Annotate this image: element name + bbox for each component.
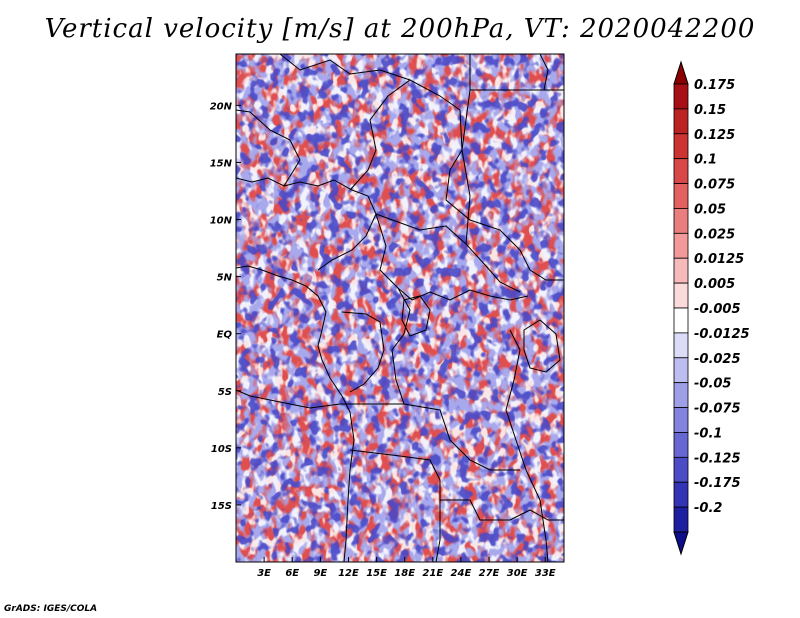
colorbar-swatch xyxy=(673,133,689,160)
colorbar-swatch xyxy=(673,232,689,259)
colorbar-label: -0.05 xyxy=(694,377,731,392)
colorbar: 0.175 0.15 0.125 0.1 0.075 0.05 0.025 0.0125 0.0… xyxy=(673,60,750,556)
colorbar-label: -0.075 xyxy=(694,402,741,417)
colorbar-swatch xyxy=(673,307,689,334)
colorbar-label: 0.15 xyxy=(694,103,726,118)
colorbar-swatch xyxy=(673,382,689,408)
colorbar-top-triangle xyxy=(673,60,689,85)
colorbar-label: 0.075 xyxy=(694,178,735,193)
colorbar-label: -0.125 xyxy=(694,451,741,466)
colorbar-label: -0.0125 xyxy=(694,327,750,342)
colorbar-label: 0.005 xyxy=(694,277,735,292)
colorbar-label: 0.025 xyxy=(694,227,735,242)
colorbar-label: -0.2 xyxy=(694,501,722,516)
colorbar-swatch xyxy=(673,83,689,110)
lat-tick-label: 15N xyxy=(210,158,233,169)
lon-tick-label: 6E xyxy=(285,568,299,579)
colorbar-label: 0.175 xyxy=(694,78,735,93)
colorbar-swatch xyxy=(673,282,689,309)
colorbar-label: -0.005 xyxy=(694,302,741,317)
lon-tick-label: 12E xyxy=(338,568,359,579)
lon-tick-label: 33E xyxy=(535,568,556,579)
country-borders xyxy=(236,54,564,562)
lon-tick-label: 15E xyxy=(366,568,387,579)
map-frame xyxy=(235,53,565,563)
colorbar-swatch xyxy=(673,332,689,359)
colorbar-swatch xyxy=(673,108,689,135)
lat-tick-label: EQ xyxy=(217,330,233,341)
colorbar-swatch xyxy=(673,158,689,184)
colorbar-label: -0.025 xyxy=(694,352,741,367)
lon-tick-label: 21E xyxy=(422,568,443,579)
colorbar-label: 0.125 xyxy=(694,128,735,143)
colorbar-swatch xyxy=(673,183,689,209)
colorbar-swatch xyxy=(673,407,689,433)
lat-tick-label: 5N xyxy=(217,273,233,284)
colorbar-swatch xyxy=(673,257,689,284)
colorbar-label: -0.175 xyxy=(694,476,741,491)
lon-tick-label: 3E xyxy=(257,568,271,579)
lat-tick-label: 15S xyxy=(211,501,232,512)
lon-tick-label: 18E xyxy=(394,568,415,579)
colorbar-swatch xyxy=(673,481,689,508)
lat-tick-label: 10S xyxy=(211,444,232,455)
colorbar-swatch xyxy=(673,506,689,533)
lon-tick-label: 9E xyxy=(313,568,327,579)
colorbar-label: 0.0125 xyxy=(694,252,744,267)
lon-tick-label: 27E xyxy=(479,568,500,579)
lat-tick-label: 20N xyxy=(210,101,233,112)
credit-label: GrADS: IGES/COLA xyxy=(4,604,98,614)
velocity-field xyxy=(236,54,564,562)
lon-tick-label: 30E xyxy=(507,568,528,579)
colorbar-swatch xyxy=(673,357,689,384)
colorbar-label: 0.1 xyxy=(694,153,717,168)
colorbar-swatch xyxy=(673,456,689,483)
colorbar-swatch xyxy=(673,432,689,458)
colorbar-swatch xyxy=(673,208,689,234)
axis-ticks: 3E 6E 9E 12E 15E 18E 21E 24E 27E 30E 33E 20N 15N 10N 5… xyxy=(210,101,556,579)
lon-tick-label: 24E xyxy=(451,568,472,579)
colorbar-bottom-triangle xyxy=(673,531,689,556)
lat-tick-label: 10N xyxy=(210,216,233,227)
chart-title: Vertical velocity [m/s] at 200hPa, VT: 2… xyxy=(44,14,756,44)
colorbar-label: -0.1 xyxy=(694,426,722,441)
lat-tick-label: 5S xyxy=(218,387,232,398)
colorbar-label: 0.05 xyxy=(694,202,726,217)
